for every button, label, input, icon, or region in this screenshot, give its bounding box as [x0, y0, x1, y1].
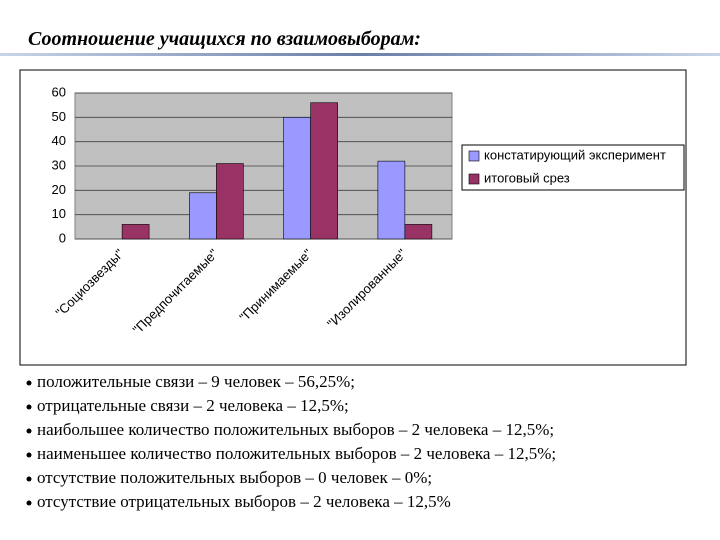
bullet-text: положительные связи – 9 человек – 56,25%…: [37, 372, 355, 391]
bullet-text: наименьшее количество положительных выбо…: [37, 444, 556, 463]
legend-swatch: [468, 150, 480, 162]
bar: [216, 163, 244, 240]
bullet-text: отсутствие положительных выборов – 0 чел…: [37, 468, 432, 487]
bar: [189, 192, 217, 240]
bullet-dot: [26, 428, 32, 434]
y-tick-label: 60: [52, 84, 66, 99]
bullet-text: отрицательные связи – 2 человека – 12,5%…: [37, 396, 349, 415]
bullet-dot: [26, 404, 32, 410]
bar: [310, 102, 338, 240]
title-rule: [0, 53, 720, 56]
y-tick-label: 40: [52, 133, 66, 148]
legend-label: итоговый срез: [484, 170, 570, 185]
bar: [121, 224, 150, 240]
bullet-dot: [26, 476, 32, 482]
y-tick-label: 20: [52, 182, 66, 197]
y-tick-label: 0: [59, 230, 66, 245]
bullet-dot: [26, 380, 32, 386]
legend-label: констатирующий эксперимент: [484, 147, 666, 162]
y-tick-label: 50: [52, 109, 66, 124]
bullet-text: отсутствие отрицательных выборов – 2 чел…: [37, 492, 451, 511]
y-tick-label: 10: [52, 206, 66, 221]
y-tick-label: 30: [52, 157, 66, 172]
bullet-dot: [26, 452, 32, 458]
legend: [461, 144, 685, 191]
bullet-dot: [26, 500, 32, 506]
bar: [283, 117, 311, 240]
slide-title: Соотношение учащихся по взаимовыборам:: [28, 28, 421, 50]
bullet-text: наибольшее количество положительных выбо…: [37, 420, 554, 439]
bar: [404, 224, 433, 240]
bar: [377, 160, 406, 240]
legend-swatch: [468, 173, 480, 185]
